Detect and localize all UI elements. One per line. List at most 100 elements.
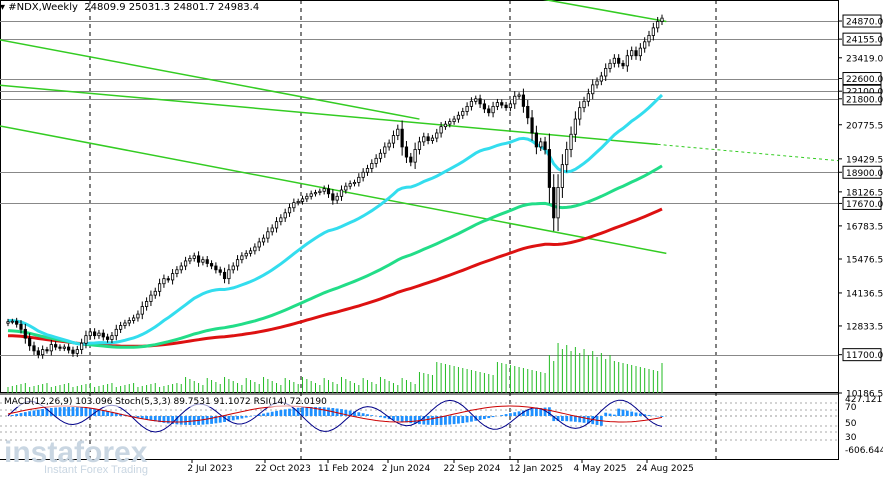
candle-body	[413, 149, 417, 163]
macd-histogram-bar	[573, 416, 577, 422]
ohlc-values: 24809.9 25031.3 24801.7 24983.4	[84, 2, 260, 13]
candle-body	[552, 187, 556, 219]
price-axis-label: 14136.5	[846, 289, 883, 299]
top-trend-line	[542, 0, 667, 23]
candle-body	[517, 94, 521, 97]
candle-body	[300, 198, 305, 202]
macd-histogram-bar	[634, 412, 638, 416]
candle-body	[166, 278, 170, 281]
macd-histogram-bar	[530, 409, 534, 416]
candle-body	[591, 84, 595, 95]
macd-histogram-bar	[379, 416, 382, 418]
macd-histogram-bar	[457, 416, 460, 424]
macd-histogram-bar	[366, 414, 369, 416]
macd-histogram-bar	[318, 407, 322, 416]
macd-histogram-bar	[392, 416, 395, 421]
candle-body	[157, 283, 162, 292]
date-axis-label: 12 Jan 2025	[509, 464, 563, 474]
candle-body	[326, 188, 331, 195]
candle-body	[32, 345, 36, 352]
watermark-tagline: Instant Forex Trading	[44, 464, 148, 476]
candle-body	[595, 80, 599, 86]
candle-body	[625, 55, 629, 67]
macd-histogram-bar	[478, 416, 482, 420]
macd-histogram-bar	[136, 416, 140, 418]
macd-histogram-bar	[10, 415, 14, 416]
macd-histogram-bar	[106, 411, 110, 416]
price-label-box	[842, 165, 882, 179]
candle-body	[244, 252, 248, 257]
price-axis-label: 16783.5	[846, 222, 883, 232]
macd-histogram-group	[10, 407, 664, 426]
oscillator-axis-label: 70	[845, 403, 857, 413]
candle-body	[651, 27, 655, 36]
chart-header: ▾ #NDX,Weekly 24809.9 25031.3 24801.7 24…	[0, 2, 259, 13]
candle-body	[621, 62, 625, 67]
candle-body	[374, 157, 378, 164]
macd-histogram-bar	[140, 416, 144, 419]
candle-body	[543, 141, 547, 150]
candle-body	[365, 168, 370, 173]
candle-body	[556, 187, 560, 219]
macd-histogram-bar	[487, 416, 491, 419]
volume-group	[7, 343, 663, 393]
candle-body	[448, 121, 452, 125]
macd-histogram-bar	[214, 416, 218, 424]
macd-histogram-bar	[465, 416, 469, 423]
candle-body	[132, 317, 136, 321]
candle-body	[482, 103, 487, 110]
candle-body	[500, 102, 504, 106]
candle-body	[378, 152, 383, 159]
candle-body	[318, 190, 322, 193]
candle-body	[348, 183, 352, 187]
candle-body	[274, 221, 279, 229]
date-axis-label: 22 Oct 2023	[255, 464, 311, 474]
macd-histogram-bar	[418, 416, 421, 425]
macd-histogram-bar	[435, 416, 439, 425]
candle-body	[487, 108, 491, 114]
macd-histogram-bar	[275, 410, 278, 416]
macd-histogram-bar	[483, 416, 486, 420]
candle-body	[127, 320, 131, 324]
macd-histogram-bar	[262, 413, 265, 416]
candle-body	[123, 322, 127, 326]
price-axis-label: 18900.0	[846, 169, 883, 179]
candle-body	[452, 118, 456, 122]
macd-histogram-bar	[266, 412, 270, 416]
macd-histogram-bar	[292, 408, 296, 416]
candle-body	[305, 195, 309, 200]
price-axis-label: 17670.0	[846, 200, 883, 210]
macd-histogram-bar	[426, 416, 430, 425]
macd-histogram-bar	[171, 416, 174, 424]
candle-body	[19, 323, 23, 330]
macd-histogram-bar	[348, 410, 352, 416]
macd-histogram-bar	[526, 409, 530, 416]
candle-body	[383, 146, 387, 154]
macd-histogram-bar	[660, 416, 664, 417]
stochastic-signal-line	[7, 405, 663, 423]
macd-histogram-bar	[327, 407, 330, 416]
candle-body	[539, 141, 543, 148]
macd-histogram-bar	[582, 416, 586, 423]
candle-body	[612, 57, 616, 64]
price-axis-label: 10186.5	[846, 390, 883, 400]
candle-body	[188, 257, 192, 262]
candle-body	[422, 136, 426, 143]
macd-histogram-bar	[547, 407, 551, 416]
candle-body	[504, 104, 508, 109]
macd-histogram-bar	[413, 416, 417, 424]
candle-body	[352, 181, 357, 185]
macd-histogram-bar	[301, 407, 304, 416]
candle-body	[469, 100, 474, 107]
macd-histogram-bar	[166, 416, 170, 424]
macd-histogram-bar	[461, 416, 465, 424]
macd-histogram-bar	[344, 409, 348, 416]
candle-body	[513, 95, 517, 105]
oscillator-axis-label: 427.121	[845, 395, 882, 405]
candle-body	[435, 132, 439, 139]
symbol-label: #NDX,Weekly	[8, 2, 78, 13]
upper-channel-line	[0, 39, 420, 120]
candle-body	[218, 269, 222, 273]
